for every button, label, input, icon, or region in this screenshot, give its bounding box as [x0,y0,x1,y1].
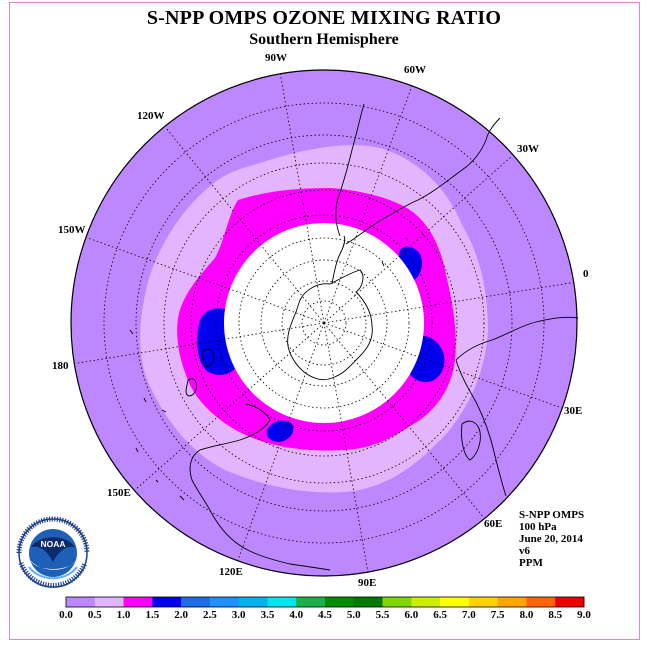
figure-frame [9,2,640,640]
info-level: 100 hPa [519,521,557,533]
new-zealand-coast [185,348,215,397]
lat-circle-50s [238,237,410,409]
meridian-0 [323,281,577,324]
lon-label-150w: 150W [58,224,86,236]
lon-label-30w: 30W [517,143,539,155]
lat-circle-equator [103,102,545,544]
lat-circle-70s [281,280,367,366]
colorbar-tick-label: 6.5 [433,609,447,621]
colorbar-tick-label: 3.5 [260,609,275,621]
meridians [71,71,577,573]
colorbar-tick-label: 5.5 [375,609,390,621]
info-instrument: S-NPP OMPS [519,509,585,521]
colorbar-tick-label: 7.5 [490,609,505,621]
antarctica-coast [287,269,373,381]
colorbar-tick-label: 0.0 [59,609,73,621]
lon-label-120w: 120W [137,110,165,122]
map-subtitle: Southern Hemisphere [249,31,399,48]
colorbar-tick-label: 8.5 [548,609,563,621]
islands-coast [129,237,409,501]
colorbar-tick-label: 4.5 [318,609,332,621]
lat-circle-60s [260,259,388,387]
coastlines [129,103,579,571]
latitude-circles [103,102,545,544]
map-title: S-NPP OMPS OZONE MIXING RATIO [146,7,502,29]
colorbar-tick-label: 3.0 [231,609,246,621]
lon-label-90w: 90W [265,52,287,64]
lat-circle-10s [135,134,513,512]
lat-circle-80s [301,300,347,346]
madagascar-coast [461,420,481,461]
lat-circle-20s [163,162,485,484]
antarctic-peninsula [331,235,346,285]
colorbar-tick-label: 1.5 [145,609,160,621]
lon-label-120e: 120E [219,566,243,578]
lat-circle-30s [190,189,458,457]
colorbar-tick-label: 5.0 [346,609,361,621]
info-version: v6 [519,545,530,557]
info-date: June 20, 2014 [519,533,583,545]
colorbar-tick-label: 7.0 [462,609,476,621]
map-boundary [70,69,578,577]
colorbar-tick-label: 6.0 [404,609,419,621]
colorbar-tick-label: 4.0 [289,609,304,621]
lon-label-60e: 60E [484,518,503,530]
lon-label-30e: 30E [564,405,583,417]
meridian-120w [165,127,325,324]
lat-circle-40s [215,214,433,432]
lon-label-180: 180 [52,360,69,372]
info-block: S-NPP OMPS 100 hPa June 20, 2014 v6 PPM [519,509,584,569]
lon-label-0: 0 [583,268,589,280]
africa-coast [455,316,579,497]
south-america-coast [335,103,501,245]
lon-label-90e: 90E [358,577,377,589]
info-units: PPM [519,557,543,569]
colorbar-tick-label: 1.0 [116,609,131,621]
lon-label-150e: 150E [107,487,131,499]
colorbar-tick-label: 9.0 [577,609,591,621]
south-pole-marker [322,321,326,325]
meridian-90w [279,71,325,324]
colorbar-tick-label: 0.5 [87,609,102,621]
colorbar-tick-label: 2.5 [203,609,217,621]
colorbar-tick-label: 2.0 [174,609,188,621]
lon-label-60w: 60W [404,64,426,76]
australia-coast [189,403,331,571]
meridian-180 [71,322,325,365]
colorbar-tick-label: 8.0 [519,609,534,621]
meridian-150w [87,237,325,324]
